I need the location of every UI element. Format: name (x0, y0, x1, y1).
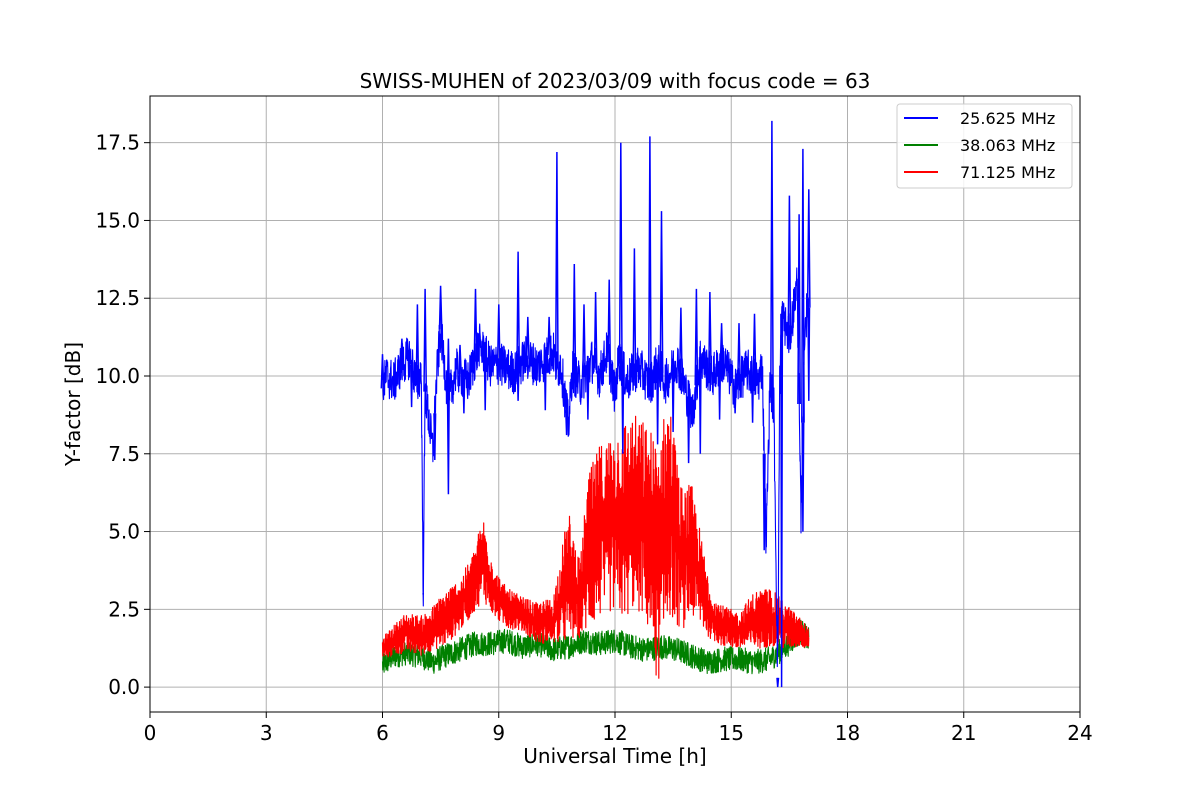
y-tick-label: 15.0 (95, 208, 140, 232)
tick-layer: 0 3 6 9 12 15 18 21 24 0.0 2.5 5.0 7.5 10.0 12.5 15.0 17… (95, 131, 1092, 745)
y-tick-label: 10.0 (95, 364, 140, 388)
series-dip (565, 410, 569, 436)
x-tick-label: 24 (1067, 721, 1092, 745)
series-spike (547, 316, 552, 356)
series-spike (618, 142, 623, 364)
x-tick-label: 15 (719, 721, 744, 745)
series-spike (593, 291, 598, 369)
series-spike (399, 338, 404, 364)
series-spike (752, 313, 757, 379)
series-dip (462, 378, 466, 414)
series-dip (621, 369, 625, 454)
series-spike (694, 288, 699, 386)
chart-title: SWISS-MUHEN of 2023/03/09 with focus cod… (360, 69, 871, 93)
x-tick-label: 6 (376, 721, 389, 745)
series-dip (718, 365, 722, 420)
x-tick-label: 0 (144, 721, 157, 745)
legend-label-71125: 71.125 MHz (960, 163, 1055, 182)
series-dip (751, 375, 755, 423)
series-spike (525, 316, 530, 359)
series-dip (780, 313, 784, 688)
series-line-71-125-mhz (381, 415, 810, 679)
series-line-38-063-mhz (381, 619, 810, 675)
series-spike (719, 323, 724, 364)
series-spike (481, 335, 486, 353)
series-spike (496, 304, 501, 364)
x-tick-label: 3 (260, 721, 273, 745)
series-spike (770, 120, 774, 395)
series-dip (483, 355, 487, 411)
series-spike (458, 344, 462, 374)
series-spike (516, 251, 521, 368)
series-dip (410, 364, 414, 408)
series-spike (647, 136, 652, 386)
series-spike (801, 148, 805, 423)
series-dip (446, 400, 450, 495)
series-dip (776, 677, 780, 688)
series-dip (433, 413, 437, 461)
series-spike (659, 211, 664, 373)
legend: 25.625 MHz 38.063 MHz 71.125 MHz (896, 103, 1073, 189)
y-tick-label: 0.0 (108, 675, 140, 699)
series-dip (671, 367, 675, 433)
series-spike (572, 263, 577, 374)
series-spike (415, 304, 420, 386)
x-tick-label: 12 (602, 721, 627, 745)
series-spike (446, 338, 451, 401)
y-axis-label: Y-factor [dB] (61, 342, 85, 467)
series-spike (787, 195, 792, 339)
series-spike (473, 288, 478, 358)
series-dip (762, 453, 766, 551)
x-axis-label: Universal Time [h] (523, 744, 706, 768)
y-tick-label: 5.0 (108, 520, 140, 544)
series-spike (678, 307, 683, 374)
legend-label-25625: 25.625 MHz (960, 109, 1055, 128)
series-dip (687, 400, 691, 464)
series-dip (516, 367, 520, 401)
series-spike (380, 354, 385, 389)
series-layer (380, 120, 811, 688)
x-tick-label: 18 (835, 721, 860, 745)
x-tick-label: 9 (492, 721, 505, 745)
series-spike (737, 323, 741, 383)
series-dip (586, 368, 590, 420)
series-spike (806, 189, 811, 308)
y-tick-label: 7.5 (108, 442, 140, 466)
series-dip (801, 422, 805, 532)
x-tick-label: 21 (951, 721, 976, 745)
series-dip (656, 363, 660, 445)
series-dip (807, 307, 811, 401)
y-tick-label: 2.5 (108, 597, 140, 621)
series-spike (632, 248, 637, 372)
y-tick-label: 17.5 (95, 131, 140, 155)
series-spike (797, 214, 801, 405)
legend-label-38063: 38.063 MHz (960, 136, 1055, 155)
series-spike (423, 288, 428, 392)
series-dip (733, 388, 737, 414)
series-spike (708, 291, 712, 373)
series-dip (543, 358, 547, 411)
series-spike (582, 304, 586, 378)
series-spike (607, 279, 612, 363)
series-dip (698, 357, 702, 454)
series-spike (554, 151, 559, 370)
y-tick-label: 12.5 (95, 286, 140, 310)
legend-box (896, 103, 1073, 189)
series-spike (438, 285, 443, 330)
